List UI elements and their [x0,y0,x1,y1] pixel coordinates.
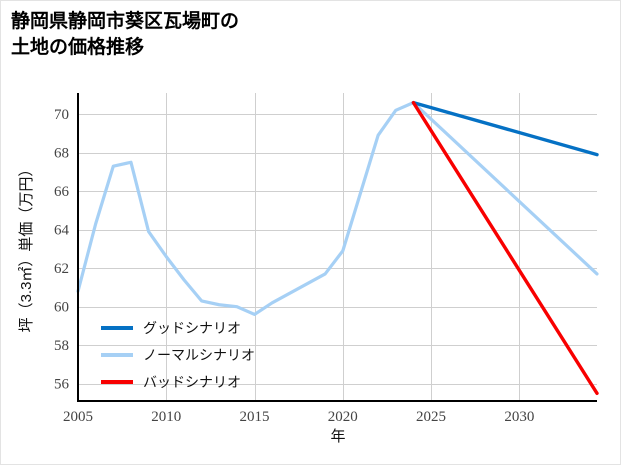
y-tick-label: 58 [54,338,69,354]
y-tick-label: 70 [54,107,69,123]
chart-gridlines [78,93,597,401]
y-tick-label: 62 [54,261,69,277]
x-tick-label: 2030 [504,409,534,425]
y-tick-label: 60 [54,300,69,316]
series-line-normal [76,101,599,316]
x-tick-label: 2010 [151,409,181,425]
x-tick-label: 2005 [63,409,93,425]
y-tick-label: 68 [54,146,69,162]
y-tick-label: 64 [54,223,70,239]
chart-series-group [76,100,599,395]
series-line-good [411,100,599,157]
y-tick-label: 56 [54,377,70,393]
x-axis-title: 年 [330,428,345,445]
y-tick-label: 66 [54,184,70,200]
y-axis-title: 坪（3.3㎡）単価（万円） [18,162,35,333]
x-tick-label: 2025 [416,409,446,425]
x-tick-label: 2015 [240,409,270,425]
legend-label: グッドシナリオ [143,320,241,336]
series-line-bad [411,100,599,395]
legend-label: バッドシナリオ [143,374,241,390]
legend-label: ノーマルシナリオ [143,347,255,363]
page-title: 静岡県静岡市葵区瓦場町の 土地の価格推移 [11,11,240,59]
x-tick-label: 2020 [328,409,358,425]
x-axis-tick-labels: 2005 2010 2015 2020 2025 2030 [63,409,534,425]
y-axis-tick-labels: 56 58 60 62 64 66 68 70 [54,107,70,393]
